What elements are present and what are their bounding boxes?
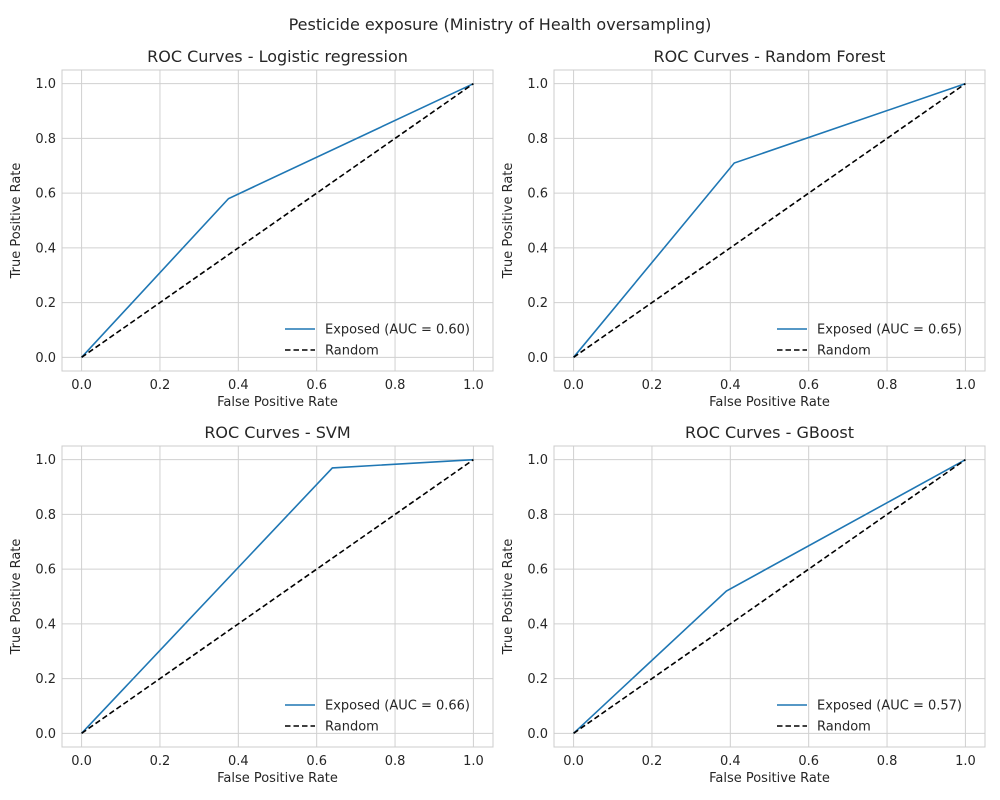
legend-label: Random xyxy=(817,720,871,735)
legend: Exposed (AUC = 0.60) Random xyxy=(285,323,470,359)
y-tick-label: 0.8 xyxy=(527,132,548,147)
y-tick-label: 0.2 xyxy=(527,672,548,687)
y-tick-label: 0.6 xyxy=(527,563,548,578)
legend-label: Exposed (AUC = 0.66) xyxy=(325,699,470,714)
y-tick-label: 0.6 xyxy=(35,563,56,578)
legend-label: Exposed (AUC = 0.60) xyxy=(325,323,470,338)
roc-panel-3: 0.0 0.2 0.4 0.6 0.8 1.0 0.0 0.2 0.4 0.6 0.8 1.0 ROC … xyxy=(9,423,494,786)
y-tick-label: 0.4 xyxy=(35,241,56,256)
x-tick-label: 0.8 xyxy=(877,378,898,393)
series-line-random-baseline xyxy=(81,83,474,358)
y-axis-label: True Positive Rate xyxy=(501,539,516,656)
y-tick-label: 0.6 xyxy=(527,187,548,202)
y-tick-label: 1.0 xyxy=(527,453,548,468)
y-tick-label: 0.8 xyxy=(35,132,56,147)
x-tick-label: 0.4 xyxy=(720,754,741,769)
x-tick-label: 0.2 xyxy=(642,378,663,393)
x-tick-label: 0.4 xyxy=(228,754,249,769)
y-axis-label: True Positive Rate xyxy=(9,163,24,280)
legend-label: Exposed (AUC = 0.65) xyxy=(817,323,962,338)
x-axis-label: False Positive Rate xyxy=(217,771,338,786)
panel-title: ROC Curves - GBoost xyxy=(685,423,854,442)
x-tick-label: 0.0 xyxy=(563,754,584,769)
x-tick-label: 0.6 xyxy=(306,378,327,393)
y-tick-label: 0.2 xyxy=(35,672,56,687)
x-tick-label: 0.0 xyxy=(71,754,92,769)
x-axis-label: False Positive Rate xyxy=(217,395,338,410)
x-axis-label: False Positive Rate xyxy=(709,771,830,786)
y-tick-label: 1.0 xyxy=(35,453,56,468)
x-tick-label: 0.2 xyxy=(150,754,171,769)
panel-title: ROC Curves - Logistic regression xyxy=(147,47,408,66)
y-tick-label: 1.0 xyxy=(527,77,548,92)
legend-label: Random xyxy=(817,344,871,359)
x-tick-label: 0.0 xyxy=(71,378,92,393)
y-tick-label: 0.8 xyxy=(35,508,56,523)
series-line-random-baseline xyxy=(81,459,474,734)
y-tick-label: 1.0 xyxy=(35,77,56,92)
grid xyxy=(554,446,985,747)
y-tick-label: 0.2 xyxy=(527,296,548,311)
x-tick-label: 0.0 xyxy=(563,378,584,393)
x-tick-label: 0.8 xyxy=(385,378,406,393)
legend: Exposed (AUC = 0.57) Random xyxy=(777,699,962,735)
panel-title: ROC Curves - SVM xyxy=(204,423,350,442)
panel-title: ROC Curves - Random Forest xyxy=(654,47,886,66)
x-tick-label: 0.6 xyxy=(798,754,819,769)
series-line-random-baseline xyxy=(573,459,966,734)
y-axis-label: True Positive Rate xyxy=(9,539,24,656)
x-tick-label: 0.8 xyxy=(877,754,898,769)
series-line-random-baseline xyxy=(573,83,966,358)
series-line-exposed-roc xyxy=(573,458,966,734)
legend-label: Exposed (AUC = 0.57) xyxy=(817,699,962,714)
x-tick-label: 1.0 xyxy=(955,378,976,393)
x-tick-label: 0.2 xyxy=(642,754,663,769)
y-tick-label: 0.0 xyxy=(35,727,56,742)
y-tick-label: 0.4 xyxy=(35,617,56,632)
plot-area-frame xyxy=(553,445,986,748)
roc-panel-4: 0.0 0.2 0.4 0.6 0.8 1.0 0.0 0.2 0.4 0.6 0.8 1.0 ROC … xyxy=(501,423,986,786)
plot-area-frame xyxy=(61,445,494,748)
y-tick-label: 0.6 xyxy=(35,187,56,202)
x-tick-label: 0.8 xyxy=(385,754,406,769)
legend: Exposed (AUC = 0.65) Random xyxy=(777,323,962,359)
roc-panel-2: 0.0 0.2 0.4 0.6 0.8 1.0 0.0 0.2 0.4 0.6 0.8 1.0 ROC … xyxy=(501,47,986,410)
y-tick-label: 0.2 xyxy=(35,296,56,311)
series-line-exposed-roc xyxy=(81,458,474,734)
x-axis-label: False Positive Rate xyxy=(709,395,830,410)
plot-area-frame xyxy=(61,69,494,372)
legend-label: Random xyxy=(325,720,379,735)
legend: Exposed (AUC = 0.66) Random xyxy=(285,699,470,735)
x-tick-label: 1.0 xyxy=(463,754,484,769)
y-tick-label: 0.4 xyxy=(527,617,548,632)
y-tick-label: 0.0 xyxy=(527,727,548,742)
grid xyxy=(62,446,493,747)
x-tick-label: 0.6 xyxy=(798,378,819,393)
grid xyxy=(62,70,493,371)
y-tick-label: 0.8 xyxy=(527,508,548,523)
plot-area-frame xyxy=(553,69,986,372)
y-tick-label: 0.0 xyxy=(35,351,56,366)
figure-suptitle: Pesticide exposure (Ministry of Health o… xyxy=(289,15,712,34)
y-axis-label: True Positive Rate xyxy=(501,163,516,280)
y-tick-label: 0.0 xyxy=(527,351,548,366)
x-tick-label: 1.0 xyxy=(463,378,484,393)
x-tick-label: 0.4 xyxy=(720,378,741,393)
roc-panel-1: 0.0 0.2 0.4 0.6 0.8 1.0 0.0 0.2 0.4 0.6 0.8 1.0 ROC … xyxy=(9,47,494,410)
x-tick-label: 0.4 xyxy=(228,378,249,393)
series-line-exposed-roc xyxy=(572,82,966,358)
x-tick-label: 0.6 xyxy=(306,754,327,769)
x-tick-label: 1.0 xyxy=(955,754,976,769)
series-line-exposed-roc xyxy=(81,82,474,358)
x-tick-label: 0.2 xyxy=(150,378,171,393)
legend-label: Random xyxy=(325,344,379,359)
y-tick-label: 0.4 xyxy=(527,241,548,256)
grid xyxy=(554,70,985,371)
